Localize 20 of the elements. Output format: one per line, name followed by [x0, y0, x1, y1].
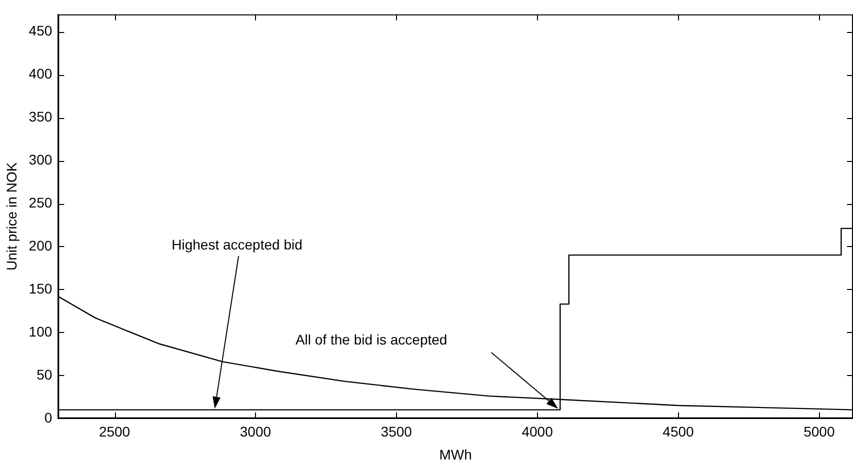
y-tick-label: 0	[44, 409, 52, 426]
y-tick-label: 50	[36, 366, 52, 382]
annotation: Highest accepted bid	[172, 236, 302, 252]
y-axis-title: Unit price in NOK	[3, 162, 20, 270]
x-axis-title: MWh	[439, 446, 472, 462]
y-tick-label: 250	[28, 194, 52, 210]
x-tick-label: 4500	[662, 424, 694, 440]
y-tick-label: 200	[28, 237, 52, 254]
y-tick-label: 100	[28, 323, 52, 340]
x-tick-label: 4000	[522, 424, 554, 440]
x-tick-label: 5000	[804, 424, 835, 440]
x-tick-label: 2500	[98, 424, 130, 440]
x-tick-label: 3000	[240, 424, 272, 440]
x-tick-label: 3500	[380, 424, 412, 440]
y-tick-label: 400	[28, 65, 52, 82]
y-tick-label: 300	[28, 151, 52, 168]
y-tick-label: 350	[28, 108, 52, 124]
y-tick-label: 150	[28, 280, 52, 296]
y-tick-label: 450	[28, 22, 52, 38]
annotation: All of the bid is accepted	[295, 332, 448, 348]
